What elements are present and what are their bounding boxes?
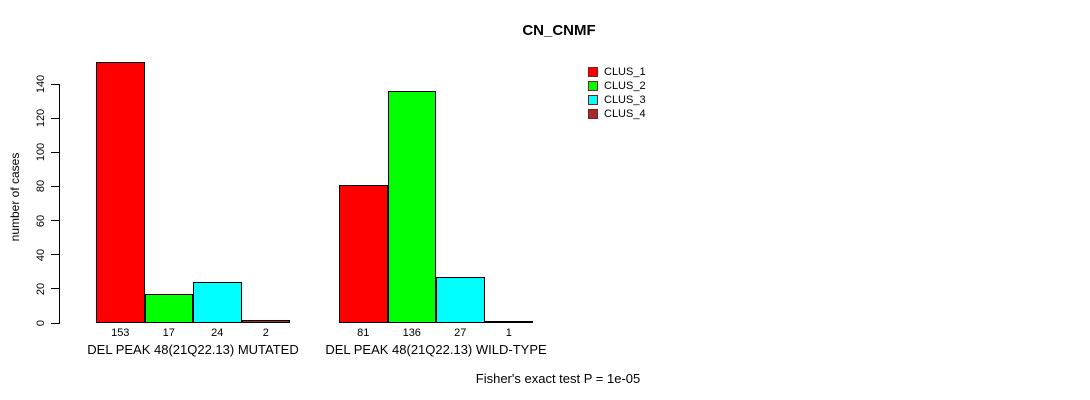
fisher-exact-test-note: Fisher's exact test P = 1e-05 <box>475 371 641 386</box>
legend-color-swatch <box>588 95 598 105</box>
bar-value-label: 17 <box>162 327 175 339</box>
bar-clus_3-group1 <box>193 282 242 323</box>
legend-label: CLUS_1 <box>604 66 646 78</box>
y-tick-mark <box>51 185 60 187</box>
bar-clus_1-group2 <box>339 184 388 323</box>
legend-item-clus_2: CLUS_2 <box>588 79 646 93</box>
legend: CLUS_1 CLUS_2 CLUS_3 CLUS_4 <box>588 65 646 121</box>
legend-label: CLUS_4 <box>604 108 646 120</box>
legend-label: CLUS_2 <box>604 80 646 92</box>
legend-item-clus_3: CLUS_3 <box>588 93 646 107</box>
bar-value-label: 24 <box>211 327 224 339</box>
y-tick-label: 80 <box>35 180 47 193</box>
y-tick-mark <box>51 322 60 324</box>
bar-value-label: 136 <box>402 327 421 339</box>
bar-clus_3-group2 <box>436 276 485 323</box>
bar-value-label: 1 <box>505 327 512 339</box>
bar-clus_1-group1 <box>96 61 145 323</box>
y-tick-label: 100 <box>35 143 47 162</box>
legend-color-swatch <box>588 67 598 77</box>
y-tick-mark <box>51 151 60 153</box>
y-tick-label: 40 <box>35 248 47 261</box>
bar-clus_2-group1 <box>144 293 193 323</box>
legend-item-clus_1: CLUS_1 <box>588 65 646 79</box>
group-label-1: DEL PEAK 48(21Q22.13) MUTATED <box>87 342 299 357</box>
legend-color-swatch <box>588 109 598 119</box>
legend-item-clus_4: CLUS_4 <box>588 107 646 121</box>
legend-color-swatch <box>588 81 598 91</box>
y-tick-label: 60 <box>35 214 47 227</box>
bar-value-label: 27 <box>454 327 467 339</box>
y-tick-mark <box>51 220 60 222</box>
y-tick-label: 120 <box>35 108 47 128</box>
y-tick-label: 20 <box>35 282 47 295</box>
y-tick-mark <box>51 83 60 85</box>
group-label-2: DEL PEAK 48(21Q22.13) WILD-TYPE <box>325 342 547 357</box>
y-tick-mark <box>51 288 60 290</box>
bar-value-label: 2 <box>262 327 269 339</box>
legend-label: CLUS_3 <box>604 94 646 106</box>
bar-clus_4-group1 <box>241 319 290 323</box>
y-tick-mark <box>51 254 60 256</box>
y-tick-mark <box>51 117 60 119</box>
bar-clus_4-group2 <box>484 321 533 324</box>
y-tick-label: 0 <box>35 319 47 327</box>
bar-value-label: 153 <box>111 327 130 339</box>
y-tick-label: 140 <box>35 74 47 94</box>
bar-value-label: 81 <box>357 327 370 339</box>
bar-clus_2-group2 <box>387 90 436 323</box>
chart-title: CN_CNMF <box>522 22 596 39</box>
y-axis-title: number of cases <box>8 152 22 242</box>
y-axis-line <box>59 84 60 324</box>
